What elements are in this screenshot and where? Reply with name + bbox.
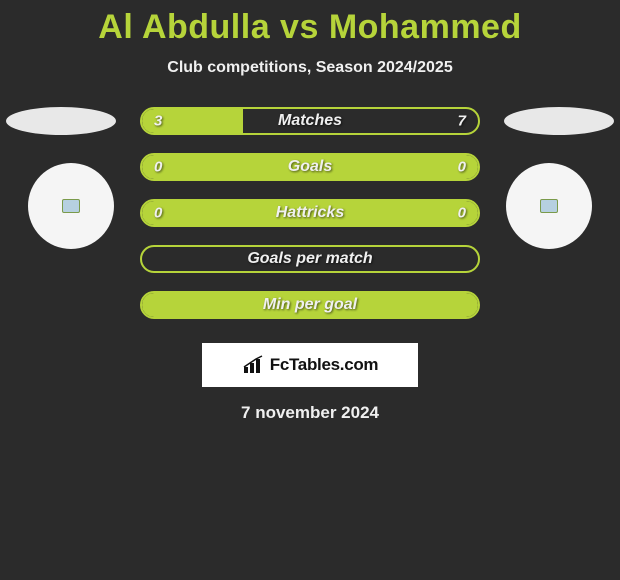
page-title: Al Abdulla vs Mohammed (0, 0, 620, 47)
brand-text: FcTables.com (270, 355, 379, 375)
player-right-ellipse (504, 107, 614, 135)
stat-bar: 37Matches (140, 107, 480, 135)
stat-bar: 00Hattricks (140, 199, 480, 227)
player-left-crest-circle (28, 163, 114, 249)
stat-bars: 37Matches 00Goals 00Hattricks Goals per mat… (140, 107, 480, 319)
brand-box: FcTables.com (202, 343, 418, 387)
stat-label: Matches (142, 112, 478, 130)
subtitle: Club competitions, Season 2024/2025 (0, 59, 620, 77)
stat-bar: 00Goals (140, 153, 480, 181)
player-left-ellipse (6, 107, 116, 135)
stat-bar: Min per goal (140, 291, 480, 319)
player-right-crest-icon (540, 199, 558, 213)
player-left-crest-icon (62, 199, 80, 213)
date-text: 7 november 2024 (0, 403, 620, 423)
brand-chart-icon (242, 355, 266, 375)
stat-label: Hattricks (142, 204, 478, 222)
stat-label: Goals (142, 158, 478, 176)
player-right-crest-circle (506, 163, 592, 249)
stat-label: Min per goal (142, 296, 478, 314)
stat-label: Goals per match (142, 250, 478, 268)
stats-content: 37Matches 00Goals 00Hattricks Goals per mat… (0, 107, 620, 423)
stat-bar: Goals per match (140, 245, 480, 273)
